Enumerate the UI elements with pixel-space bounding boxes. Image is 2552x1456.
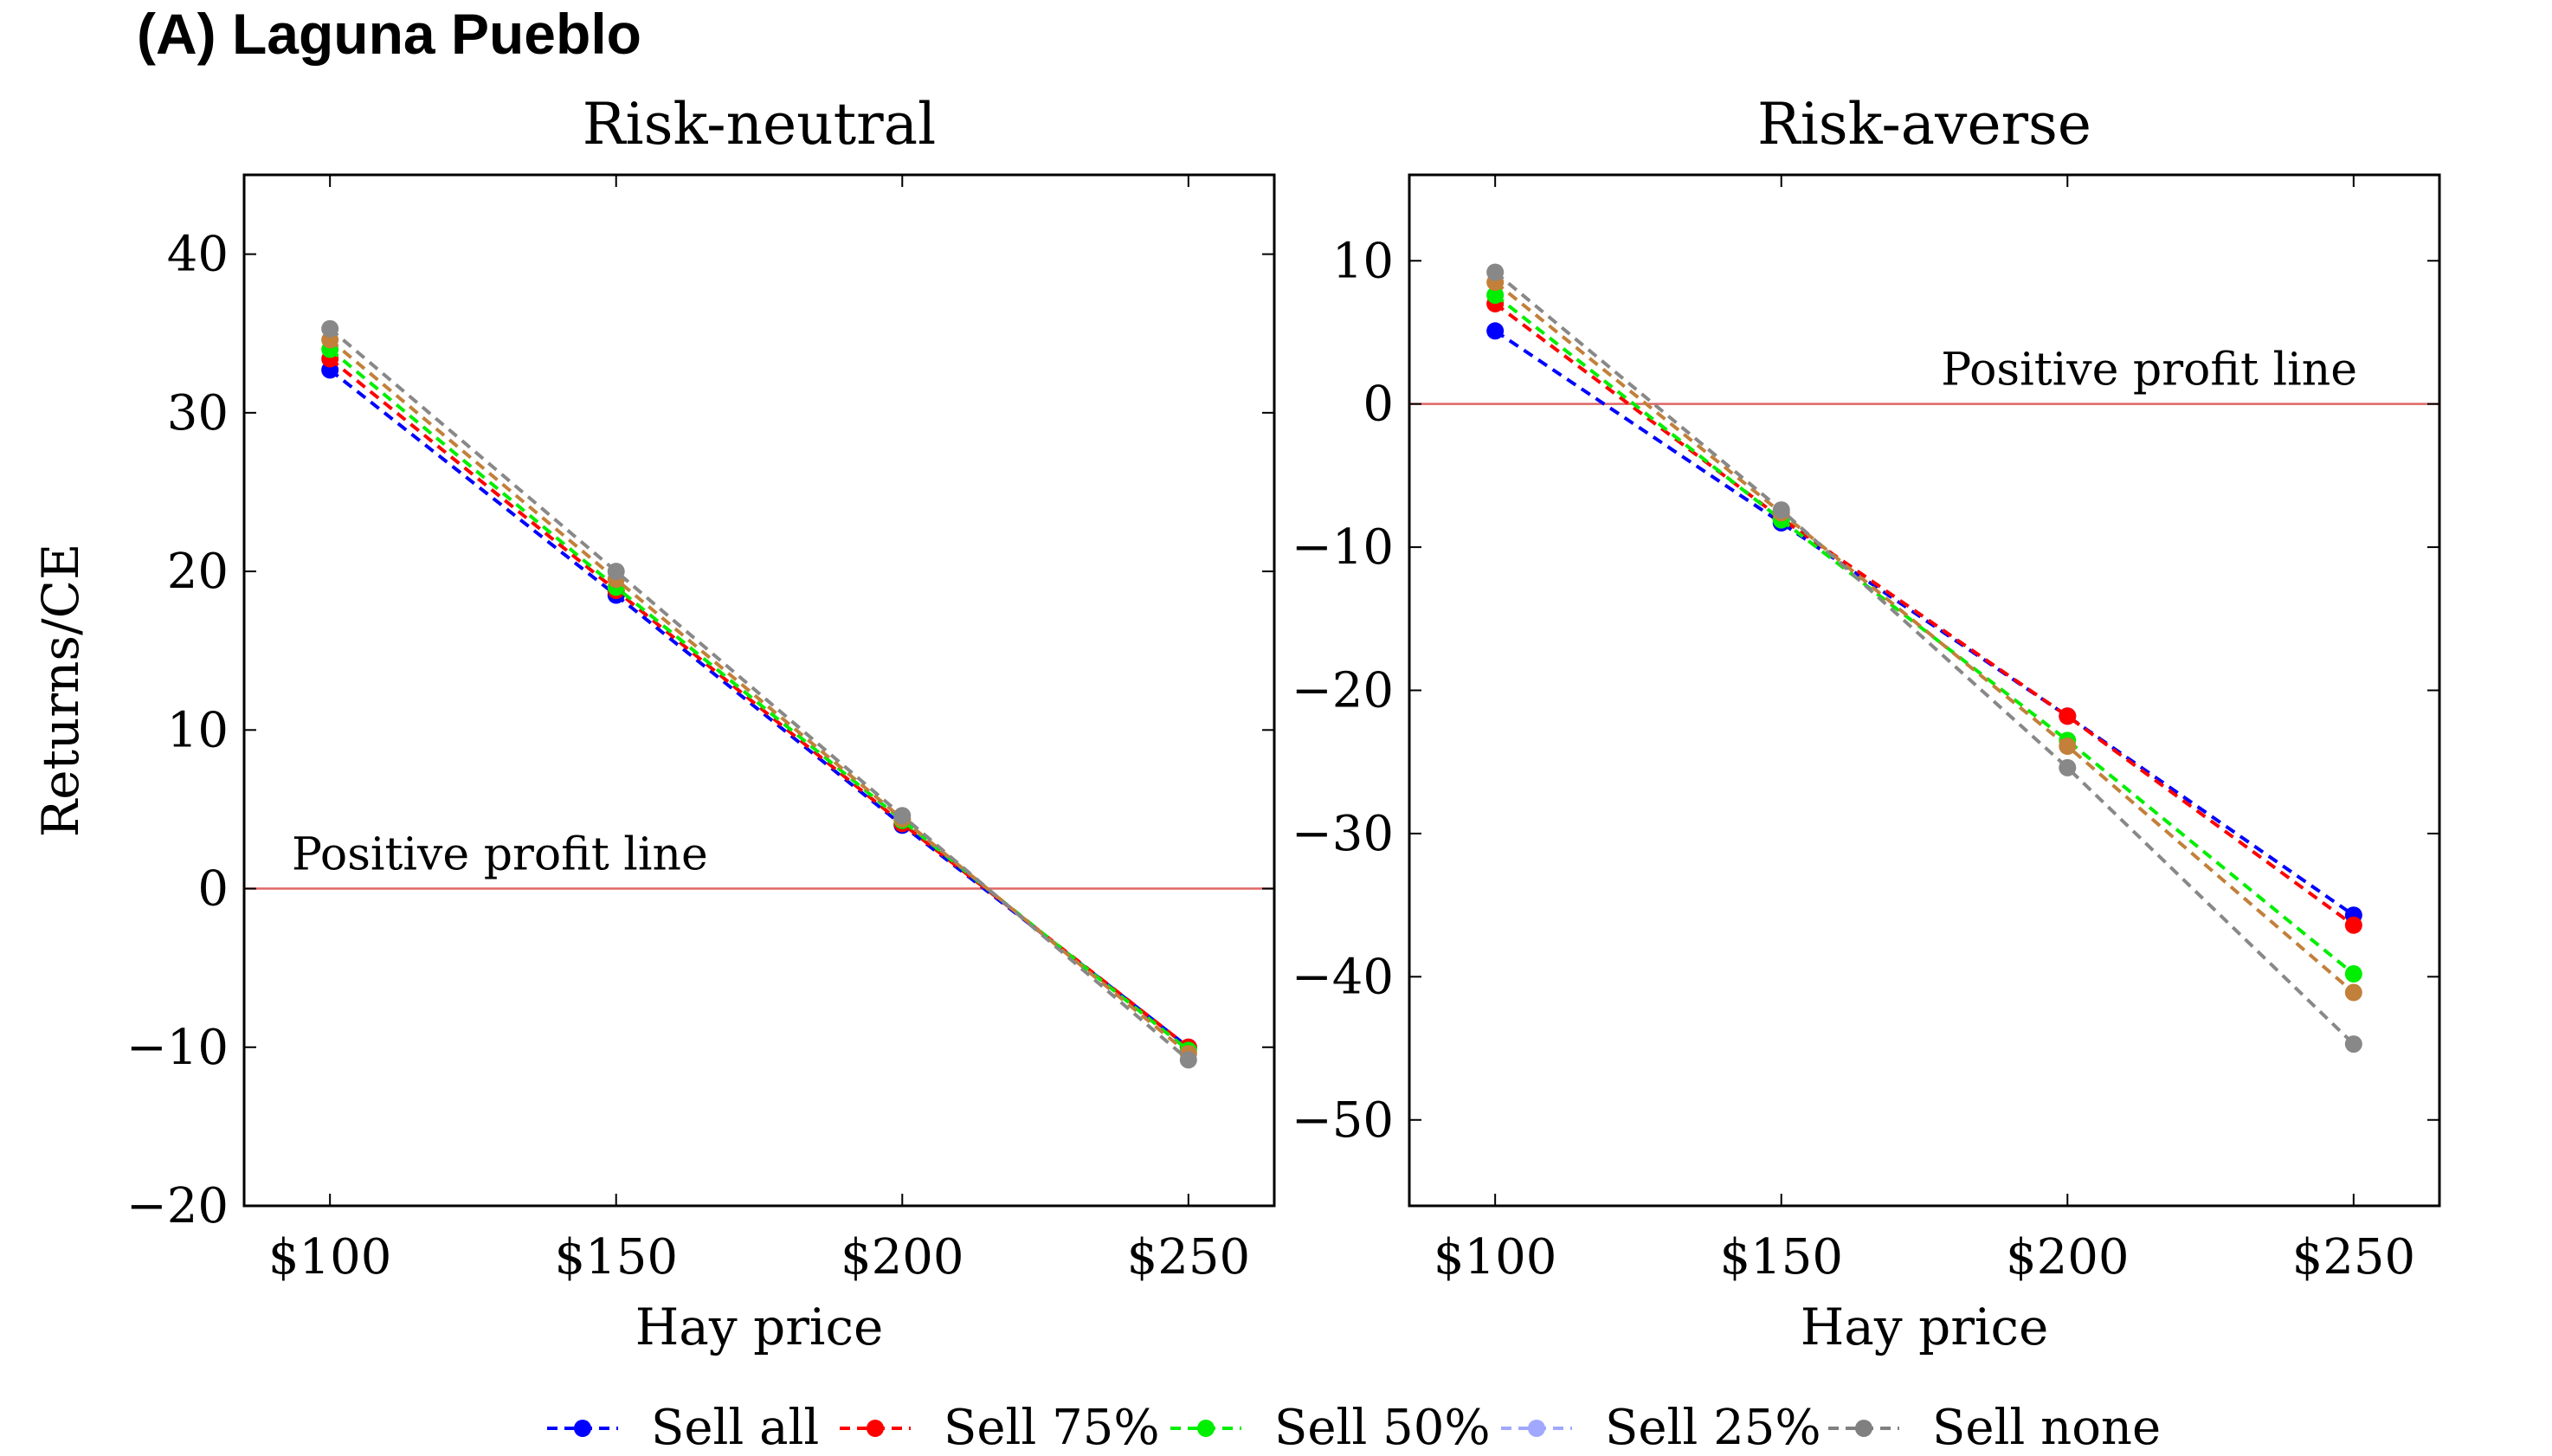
x-tick-label: $150 [554, 1229, 678, 1285]
data-point [2344, 965, 2362, 983]
y-axis-label: Returns/CE [31, 544, 90, 838]
legend-item-4: Sell none [1828, 1400, 2161, 1456]
legend-label: Sell none [1932, 1400, 2161, 1456]
series-line-0 [328, 368, 1190, 1049]
data-point [2059, 738, 2077, 756]
data-point [2344, 983, 2362, 1002]
series-line-2 [1493, 293, 2355, 976]
x-tick-label: $200 [841, 1229, 964, 1285]
y-tick-label: −10 [1292, 519, 1394, 576]
legend-item-1: Sell 75% [840, 1400, 1160, 1456]
series-line-3 [328, 338, 1190, 1055]
legend-label: Sell all [651, 1400, 819, 1456]
y-tick-label: −10 [126, 1020, 229, 1076]
data-point [1486, 263, 1505, 281]
y-tick-label: −40 [1292, 949, 1394, 1005]
y-tick-label: −20 [1292, 663, 1394, 719]
y-tick-label: −50 [1292, 1092, 1394, 1149]
y-tick-label: 20 [167, 544, 229, 600]
series-line-2 [328, 348, 1190, 1052]
y-tick-label: −20 [126, 1178, 229, 1234]
legend-marker [1855, 1420, 1872, 1437]
legend-item-2: Sell 50% [1170, 1400, 1491, 1456]
chart-risk-averse: Risk-averse Positive profit line $100 $150 $… [1292, 91, 2441, 1356]
data-point [607, 563, 625, 581]
x-axis-label: Hay price [635, 1298, 884, 1356]
chart-title: Risk-averse [1757, 91, 2091, 158]
series-line-1 [1493, 302, 2355, 927]
data-point [2059, 707, 2077, 725]
y-tick-label: 0 [1363, 377, 1394, 433]
series-line-4 [1493, 270, 2355, 1046]
x-tick-label: $100 [1434, 1229, 1557, 1285]
y-tick-label: 30 [167, 385, 229, 441]
y-tick-label: 0 [197, 861, 229, 918]
chart-risk-neutral: Risk-neutral Positive profit line $100 $150… [31, 91, 1276, 1356]
legend-label: Sell 50% [1274, 1400, 1491, 1456]
chart-title: Risk-neutral [583, 91, 936, 158]
y-tick-label: 10 [1332, 233, 1394, 289]
legend-marker [867, 1420, 884, 1437]
legend-label: Sell 25% [1605, 1400, 1821, 1456]
data-point [2059, 758, 2077, 776]
panel-label: (A) Laguna Pueblo [137, 2, 641, 66]
x-tick-label: $250 [2292, 1229, 2416, 1285]
data-point [1772, 501, 1790, 519]
data-point [1486, 322, 1505, 340]
y-tick-label: −30 [1292, 806, 1394, 862]
plot-frame [242, 173, 1276, 1208]
series-line-3 [1493, 280, 2355, 995]
legend-marker [574, 1420, 591, 1437]
x-axis-label: Hay price [1801, 1298, 2049, 1356]
data-point [893, 807, 912, 825]
reference-line-label: Positive profit line [1941, 345, 2357, 396]
legend-marker [1197, 1420, 1215, 1437]
legend-marker [1528, 1420, 1545, 1437]
legend: Sell all Sell 75% Sell 50% Sell 25% Sell non… [547, 1400, 2161, 1456]
x-tick-label: $200 [2006, 1229, 2130, 1285]
y-tick-label: 40 [167, 227, 229, 283]
x-tick-label: $150 [1719, 1229, 1843, 1285]
data-point [2344, 916, 2362, 934]
x-tick-label: $250 [1127, 1229, 1251, 1285]
legend-item-0: Sell all [547, 1400, 819, 1456]
legend-item-3: Sell 25% [1501, 1400, 1821, 1456]
series-line-4 [328, 327, 1190, 1061]
data-point [321, 319, 339, 338]
series-line-0 [1494, 329, 2355, 917]
x-tick-label: $100 [268, 1229, 392, 1285]
data-point [1179, 1051, 1197, 1069]
legend-label: Sell 75% [944, 1400, 1160, 1456]
reference-line-label: Positive profit line [292, 829, 708, 881]
data-point [1486, 286, 1505, 304]
y-tick-label: 10 [167, 702, 229, 758]
data-point [2344, 1035, 2362, 1053]
